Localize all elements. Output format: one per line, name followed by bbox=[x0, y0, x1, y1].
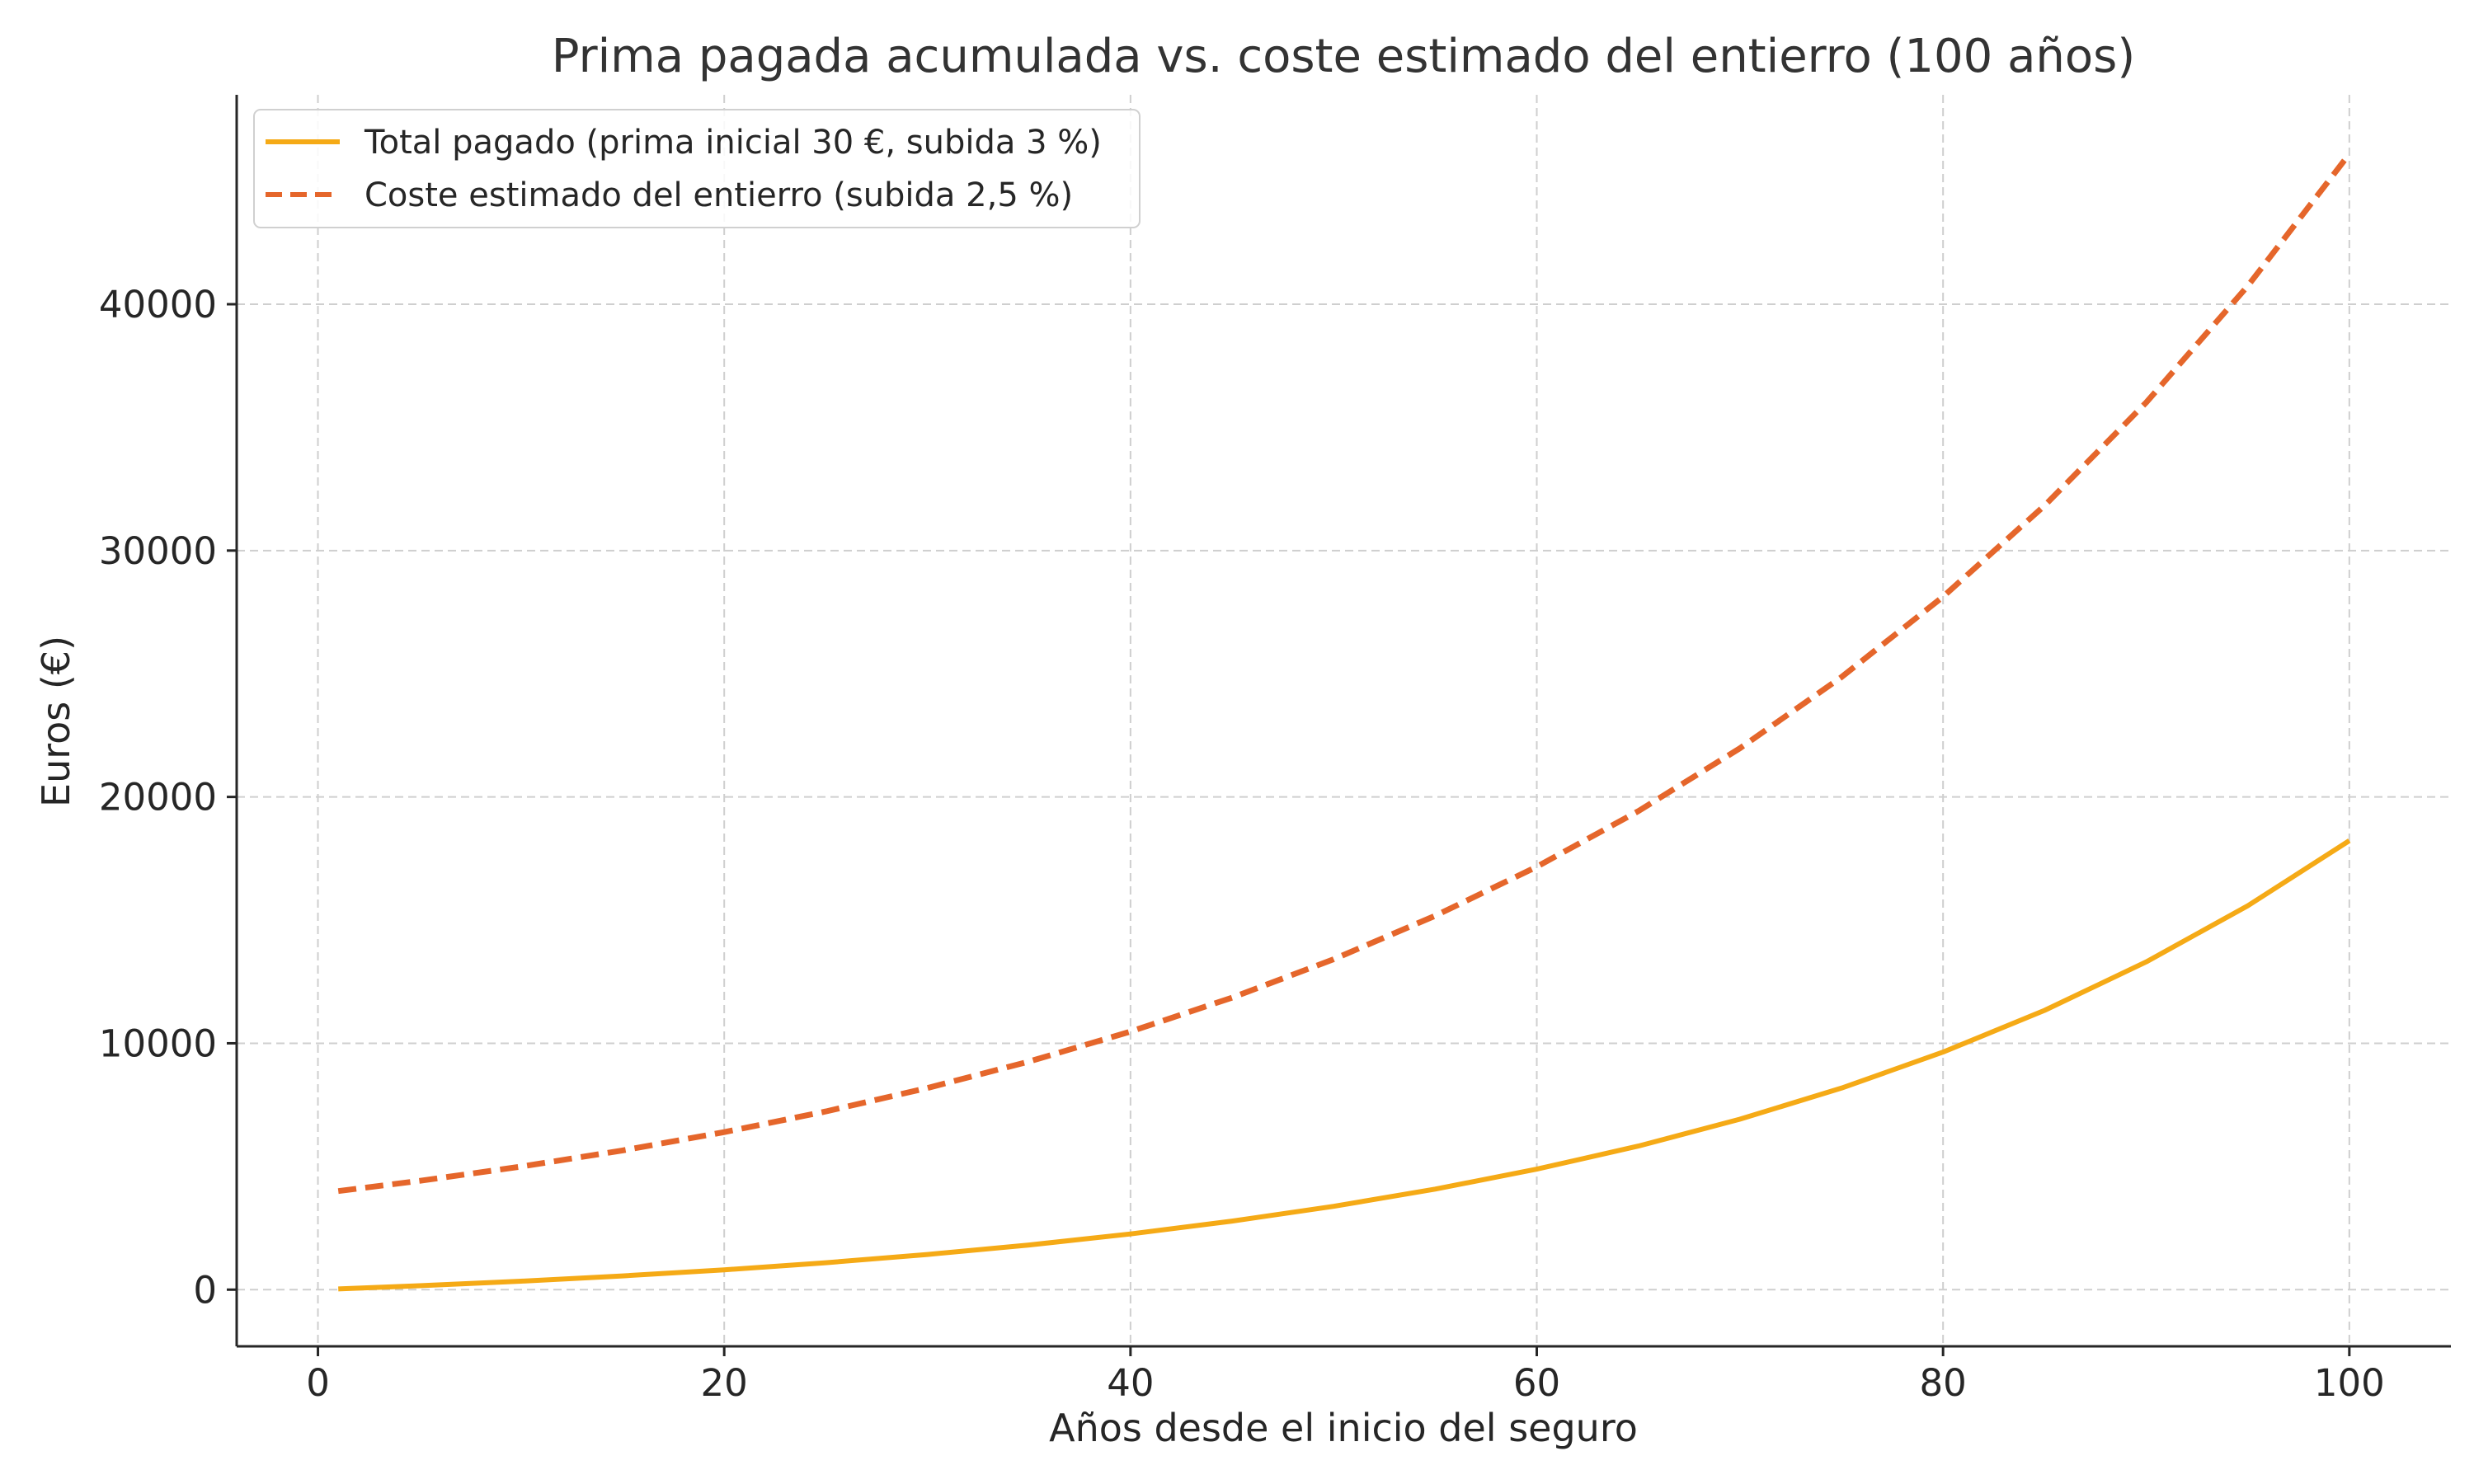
x-axis-label: Años desde el inicio del seguro bbox=[1049, 1406, 1638, 1450]
x-tick-label: 0 bbox=[306, 1361, 330, 1405]
series-line-coste-entierro bbox=[337, 152, 2352, 1195]
y-tick-label: 10000 bbox=[99, 1021, 217, 1065]
y-tick-label: 30000 bbox=[99, 529, 217, 573]
y-tick-label: 40000 bbox=[99, 283, 217, 326]
x-tick-label: 40 bbox=[1107, 1361, 1154, 1405]
legend-label-coste-entierro: Coste estimado del entierro (subida 2,5 … bbox=[365, 176, 1073, 214]
y-tick-label: 20000 bbox=[99, 776, 217, 819]
y-axis-label: Euros (€) bbox=[34, 636, 78, 807]
legend: Total pagado (prima inicial 30 €, subida… bbox=[253, 109, 1141, 228]
x-tick-label: 60 bbox=[1513, 1361, 1560, 1405]
plot-area bbox=[337, 152, 2352, 1292]
series-line-total-pagado bbox=[338, 838, 2351, 1292]
grid bbox=[237, 95, 2451, 1346]
tick-labels: 0 20 40 60 80 100 0 10000 20000 30000 40000 bbox=[99, 283, 2385, 1405]
x-tick-label: 100 bbox=[2314, 1361, 2385, 1405]
y-tick-label: 0 bbox=[193, 1268, 217, 1312]
x-tick-label: 80 bbox=[1920, 1361, 1967, 1405]
legend-label-total-pagado: Total pagado (prima inicial 30 €, subida… bbox=[364, 124, 1102, 162]
legend-box bbox=[253, 109, 1141, 228]
x-tick-label: 20 bbox=[701, 1361, 748, 1405]
axes bbox=[227, 95, 2451, 1356]
chart-title: Prima pagada acumulada vs. coste estimad… bbox=[552, 30, 2135, 83]
